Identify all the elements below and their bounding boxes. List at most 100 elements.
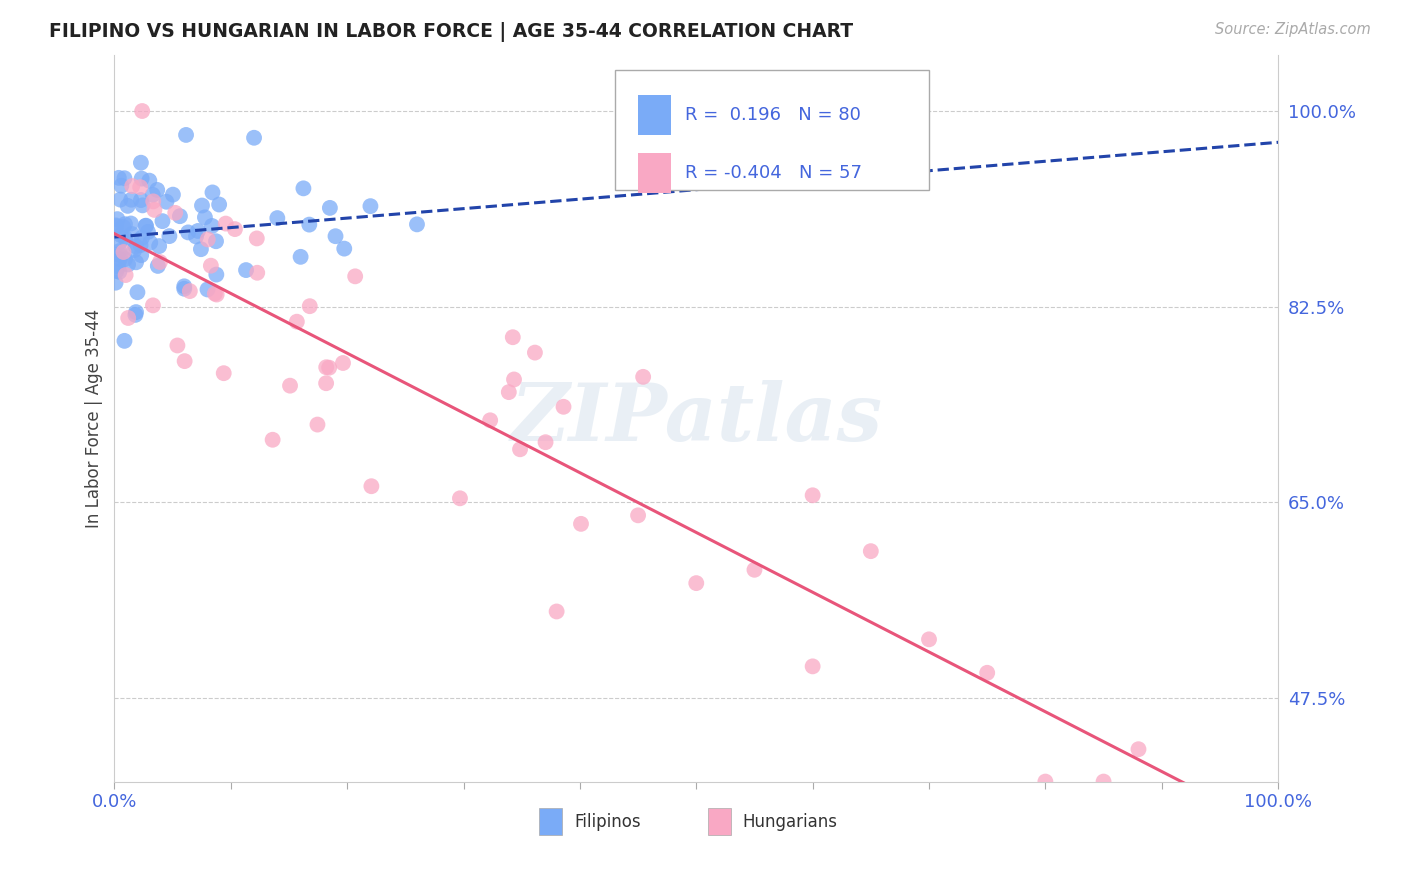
Point bbox=[406, 218, 429, 232]
Point bbox=[162, 187, 184, 202]
Point bbox=[110, 193, 132, 207]
Point bbox=[131, 231, 153, 245]
Point bbox=[205, 287, 228, 301]
Point bbox=[124, 308, 146, 322]
FancyBboxPatch shape bbox=[638, 153, 671, 194]
Point bbox=[976, 665, 998, 680]
Point bbox=[169, 209, 191, 223]
Point bbox=[107, 212, 129, 227]
Point bbox=[205, 268, 228, 282]
Point bbox=[152, 214, 174, 228]
Point bbox=[135, 219, 157, 233]
Point bbox=[278, 378, 301, 392]
Point bbox=[129, 155, 152, 169]
Point bbox=[503, 372, 526, 386]
Point bbox=[107, 170, 129, 185]
Point bbox=[112, 219, 135, 234]
Point bbox=[112, 244, 135, 259]
Point bbox=[187, 224, 209, 238]
FancyBboxPatch shape bbox=[538, 808, 562, 835]
Point bbox=[104, 276, 127, 290]
Point bbox=[1092, 774, 1115, 789]
Point bbox=[107, 260, 129, 274]
Point bbox=[315, 376, 337, 391]
Point bbox=[1128, 742, 1150, 756]
FancyBboxPatch shape bbox=[707, 808, 731, 835]
Point bbox=[146, 259, 169, 273]
Point bbox=[149, 255, 172, 269]
Point bbox=[201, 186, 224, 200]
Point bbox=[208, 197, 231, 211]
Point bbox=[110, 248, 132, 262]
Point bbox=[173, 279, 195, 293]
Point bbox=[631, 369, 654, 384]
Point bbox=[129, 238, 152, 252]
Point bbox=[498, 385, 520, 400]
Point bbox=[360, 479, 382, 493]
Point bbox=[110, 235, 132, 249]
Point bbox=[246, 266, 269, 280]
Point bbox=[685, 576, 707, 591]
Point bbox=[246, 231, 269, 245]
Point bbox=[569, 516, 592, 531]
Point bbox=[509, 442, 531, 457]
Point bbox=[197, 232, 219, 246]
Point bbox=[205, 234, 228, 248]
Point bbox=[155, 194, 177, 209]
Text: Source: ZipAtlas.com: Source: ZipAtlas.com bbox=[1215, 22, 1371, 37]
Point bbox=[174, 128, 197, 142]
Point bbox=[191, 198, 214, 212]
Point bbox=[104, 219, 127, 233]
Point bbox=[110, 228, 132, 243]
Point bbox=[121, 227, 143, 241]
Point bbox=[139, 235, 162, 250]
Point bbox=[117, 257, 139, 271]
Point bbox=[235, 263, 257, 277]
Point bbox=[344, 269, 367, 284]
Point bbox=[114, 334, 136, 348]
Point bbox=[553, 400, 575, 414]
Point bbox=[114, 268, 136, 282]
Text: FILIPINO VS HUNGARIAN IN LABOR FORCE | AGE 35-44 CORRELATION CHART: FILIPINO VS HUNGARIAN IN LABOR FORCE | A… bbox=[49, 22, 853, 42]
Point bbox=[449, 491, 471, 506]
Point bbox=[125, 305, 148, 319]
Point bbox=[129, 193, 152, 207]
Point bbox=[201, 219, 224, 233]
Y-axis label: In Labor Force | Age 35-44: In Labor Force | Age 35-44 bbox=[86, 309, 103, 528]
Point bbox=[120, 217, 142, 231]
Point bbox=[138, 174, 160, 188]
Point bbox=[190, 242, 212, 256]
Point bbox=[131, 103, 153, 118]
Point bbox=[479, 413, 502, 427]
Point bbox=[108, 265, 131, 279]
Point bbox=[290, 250, 312, 264]
Point bbox=[359, 199, 381, 213]
Point bbox=[173, 282, 195, 296]
Text: R = -0.404   N = 57: R = -0.404 N = 57 bbox=[685, 164, 862, 182]
FancyBboxPatch shape bbox=[614, 70, 929, 189]
Point bbox=[114, 252, 136, 266]
Point bbox=[179, 284, 201, 298]
Point bbox=[859, 544, 882, 558]
Point bbox=[318, 360, 340, 375]
Point bbox=[125, 255, 148, 269]
Point bbox=[204, 286, 226, 301]
Point bbox=[173, 354, 195, 368]
Point bbox=[177, 226, 200, 240]
Point bbox=[292, 181, 315, 195]
Point bbox=[298, 218, 321, 232]
Point bbox=[194, 211, 217, 225]
Point bbox=[325, 229, 347, 244]
Point bbox=[319, 201, 342, 215]
Point bbox=[117, 310, 139, 325]
Point bbox=[129, 248, 152, 262]
Point bbox=[801, 659, 824, 673]
Point bbox=[266, 211, 288, 225]
Point bbox=[333, 242, 356, 256]
FancyBboxPatch shape bbox=[638, 95, 671, 135]
Point bbox=[212, 366, 235, 380]
Point bbox=[114, 217, 136, 231]
Point bbox=[148, 239, 170, 253]
Point bbox=[307, 417, 329, 432]
Point bbox=[184, 229, 207, 244]
